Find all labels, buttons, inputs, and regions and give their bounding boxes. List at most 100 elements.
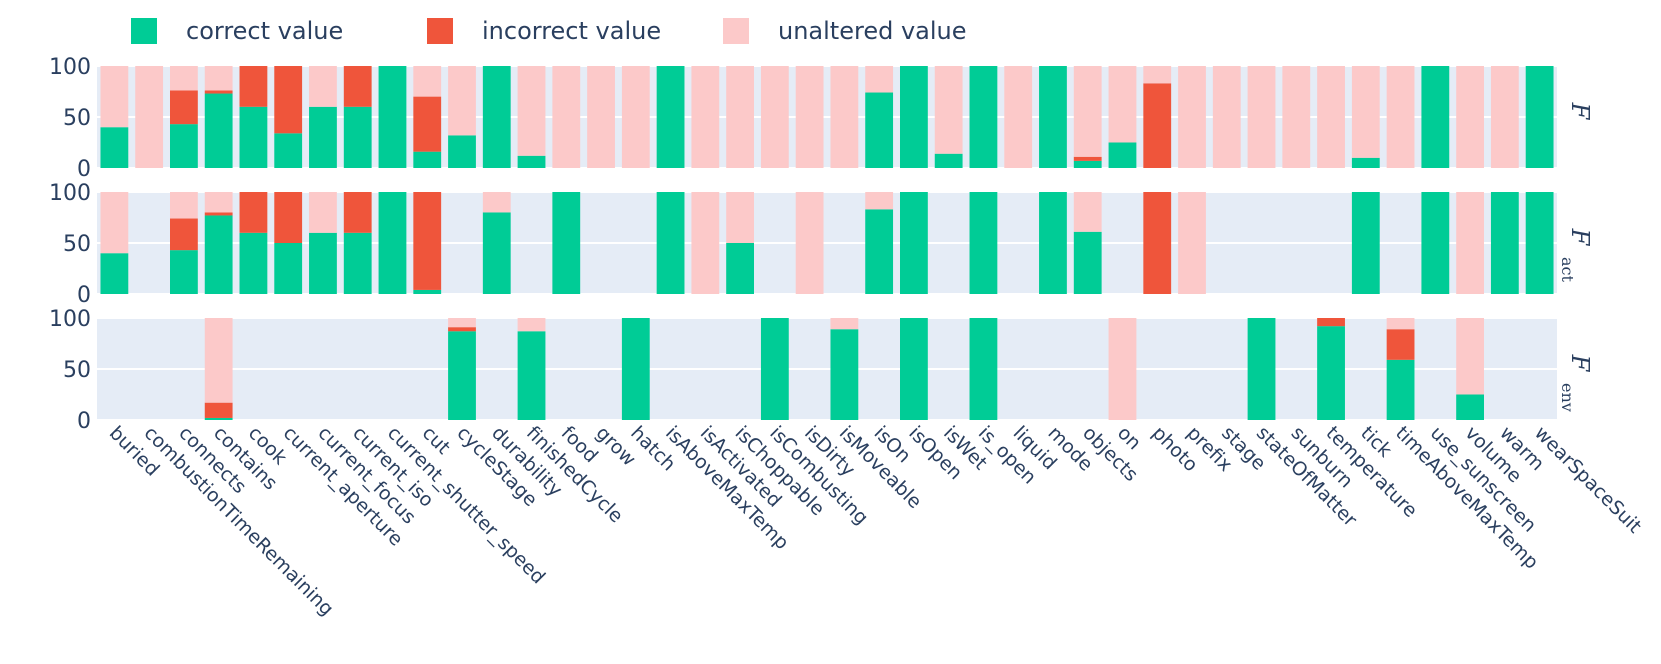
bar-correct [830,329,859,420]
bar-correct [900,192,928,294]
bar-correct [1073,231,1102,294]
bar-correct [865,92,894,168]
bar-correct [1039,66,1067,168]
bar-correct [621,318,650,420]
x-tick-label: grow [592,422,641,471]
y-tick-label: 50 [63,106,91,131]
bar-unaltered [448,318,476,328]
bar-unaltered [691,192,720,294]
bar-unaltered [1212,66,1241,168]
bar-unaltered [135,66,164,168]
bar-incorrect [1143,83,1172,168]
bar-correct [1247,318,1276,420]
bar-correct [969,318,998,420]
y-tick-label: 0 [77,409,91,434]
y-tick-label: 100 [49,181,91,206]
bar-unaltered [1490,66,1519,168]
bar-unaltered [1004,66,1033,168]
bar-incorrect [343,66,372,107]
bar-correct [309,232,337,294]
bar-unaltered [587,66,615,168]
bar-correct [482,212,511,294]
bar-incorrect [274,192,303,243]
bar-unaltered [726,192,754,243]
panel-label-subscript: act [1558,257,1577,283]
panel-label-main: F [1566,228,1594,247]
bar-unaltered [691,66,720,168]
bar-correct [1525,66,1554,168]
y-tick-label: 100 [49,55,91,80]
y-tick-label: 0 [77,157,91,182]
bar-unaltered [934,66,963,154]
bar-unaltered [795,66,824,168]
bar-unaltered [100,66,129,128]
bar-correct [1421,66,1450,168]
bar-unaltered [865,66,894,93]
bar-incorrect [204,212,233,216]
bar-correct [760,318,789,420]
bar-unaltered [795,192,824,294]
bar-correct [1039,192,1067,294]
y-tick-label: 0 [77,283,91,308]
bar-unaltered [482,192,511,213]
bar-unaltered [1178,192,1206,294]
bar-unaltered [517,318,546,332]
bar-incorrect [448,327,476,332]
bar-unaltered [621,66,650,168]
bar-unaltered [1351,66,1380,158]
bar-correct [204,215,233,294]
bar-unaltered [448,66,476,136]
bar-incorrect [413,96,442,152]
x-tick-label: wearSpaceSuit [1530,422,1646,538]
bar-correct [1317,326,1345,420]
bar-unaltered [1143,66,1172,84]
bar-correct [343,106,372,168]
bar-incorrect [343,192,372,233]
legend-swatch-1 [131,18,157,44]
panel-label-subscript: env [1558,383,1577,412]
bar-correct [274,243,303,294]
bar-unaltered [204,192,233,213]
bar-unaltered [1386,318,1415,330]
bar-unaltered [1317,66,1345,168]
bar-correct [1351,192,1380,294]
bar-unaltered [830,318,859,330]
panel-label-main: F [1566,102,1594,121]
bar-correct [448,135,476,168]
bar-correct [900,318,928,420]
bar-incorrect [1143,192,1172,294]
bar-correct [656,192,685,294]
bar-unaltered [1456,318,1484,395]
bar-unaltered [170,66,198,91]
bar-unaltered [517,66,546,156]
bar-incorrect [239,192,268,233]
bar-unaltered [309,192,337,233]
bar-correct [204,417,233,420]
bar-incorrect [170,90,198,125]
bar-incorrect [274,66,303,134]
legend: correct value incorrect value unaltered va… [131,17,967,45]
legend-label-2: incorrect value [482,17,661,45]
bar-correct [1456,394,1484,420]
bar-incorrect [170,218,198,251]
legend-label-1: correct value [186,17,343,45]
bar-correct [309,106,337,168]
bar-correct [1421,192,1450,294]
bar-unaltered [309,66,337,107]
bar-correct [1490,192,1519,294]
y-tick-label: 50 [63,232,91,257]
bar-unaltered [760,66,789,168]
bar-unaltered [1456,66,1484,168]
bar-unaltered [1386,66,1415,168]
bar-correct [482,66,511,168]
legend-label-3: unaltered value [778,17,967,45]
bar-unaltered [1456,192,1484,294]
y-tick-label: 100 [49,307,91,332]
bar-correct [413,151,442,168]
x-axis-tick-labels: buriedcombustionTimeRemainingconnectscon… [105,422,1646,620]
panel-label-1: F [1566,102,1594,121]
bar-correct [170,124,198,168]
bar-correct [274,133,303,168]
bar-correct [239,106,268,168]
